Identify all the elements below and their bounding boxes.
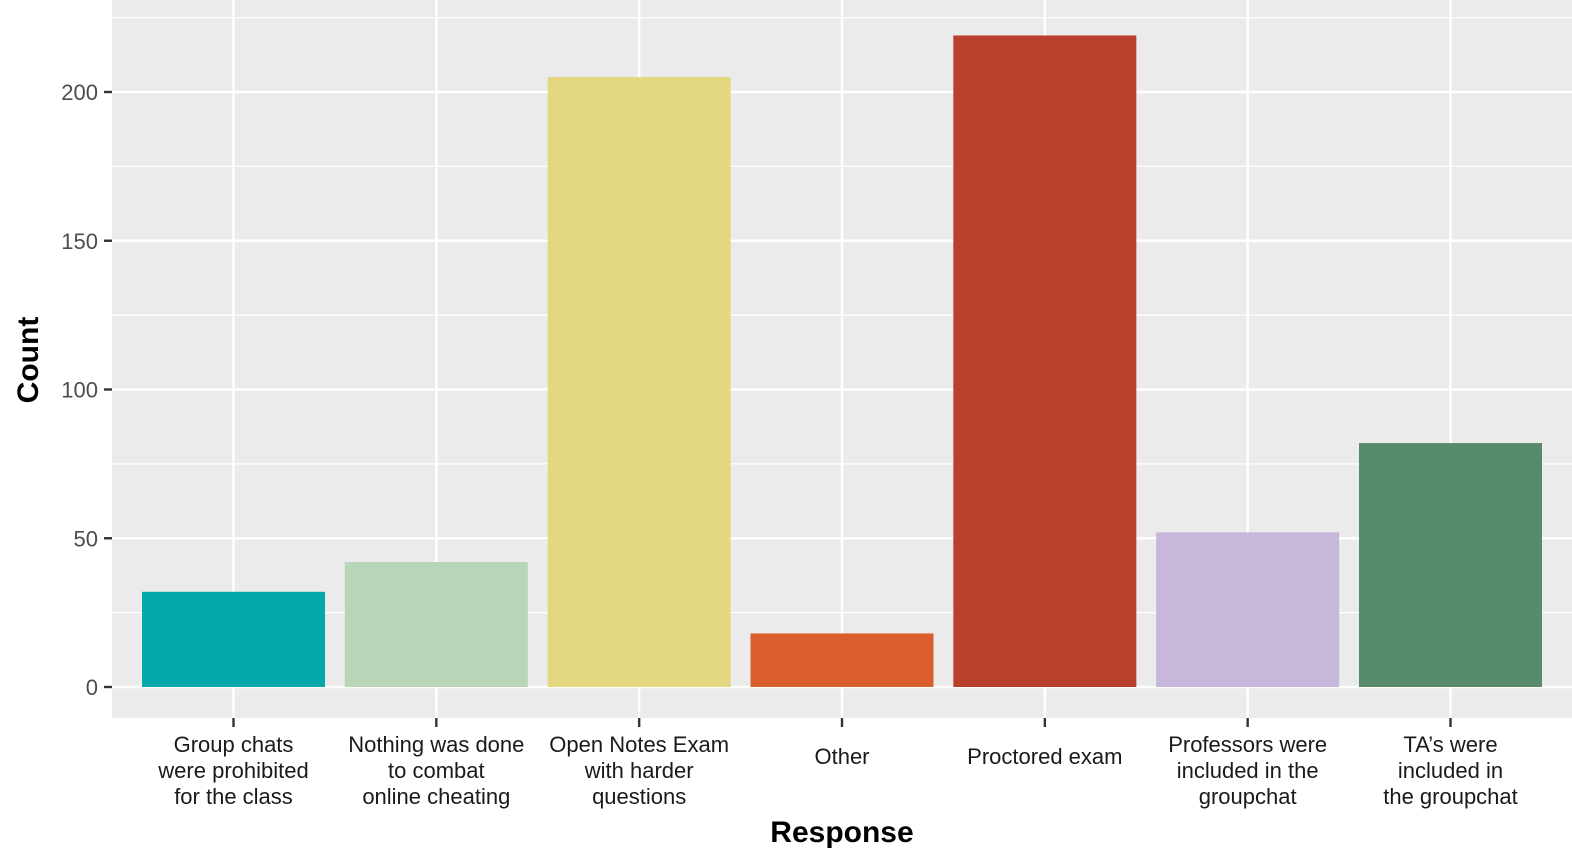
x-tick-label: TA’s were included in the groupchat xyxy=(1383,732,1518,809)
bar xyxy=(547,77,731,687)
bar xyxy=(1156,532,1340,687)
bar xyxy=(142,591,325,687)
y-tick-label: 200 xyxy=(61,80,98,105)
x-tick-label: Professors were included in the groupchat xyxy=(1168,732,1327,809)
x-tick-label: Nothing was done to combat online cheating xyxy=(348,732,524,809)
x-axis-title: Response xyxy=(770,816,913,849)
x-tick-label: Group chats were prohibited for the class xyxy=(157,732,308,809)
y-tick-label: 100 xyxy=(61,378,98,403)
bar xyxy=(1359,443,1542,687)
x-tick-label: Proctored exam xyxy=(967,744,1122,769)
bar xyxy=(953,35,1137,688)
y-tick-label: 0 xyxy=(86,675,98,700)
y-tick-label: 50 xyxy=(74,526,98,551)
x-axis: Group chats were prohibited for the class N… xyxy=(157,718,1518,809)
x-tick-label: Other xyxy=(814,744,869,769)
bar xyxy=(750,633,934,687)
y-axis-title: Count xyxy=(12,317,45,404)
bars xyxy=(142,35,1542,688)
x-tick-label: Open Notes Exam with harder questions xyxy=(549,732,729,809)
bar xyxy=(344,562,528,687)
y-tick-label: 150 xyxy=(61,229,98,254)
y-axis: 0 50 100 150 200 xyxy=(61,80,112,700)
